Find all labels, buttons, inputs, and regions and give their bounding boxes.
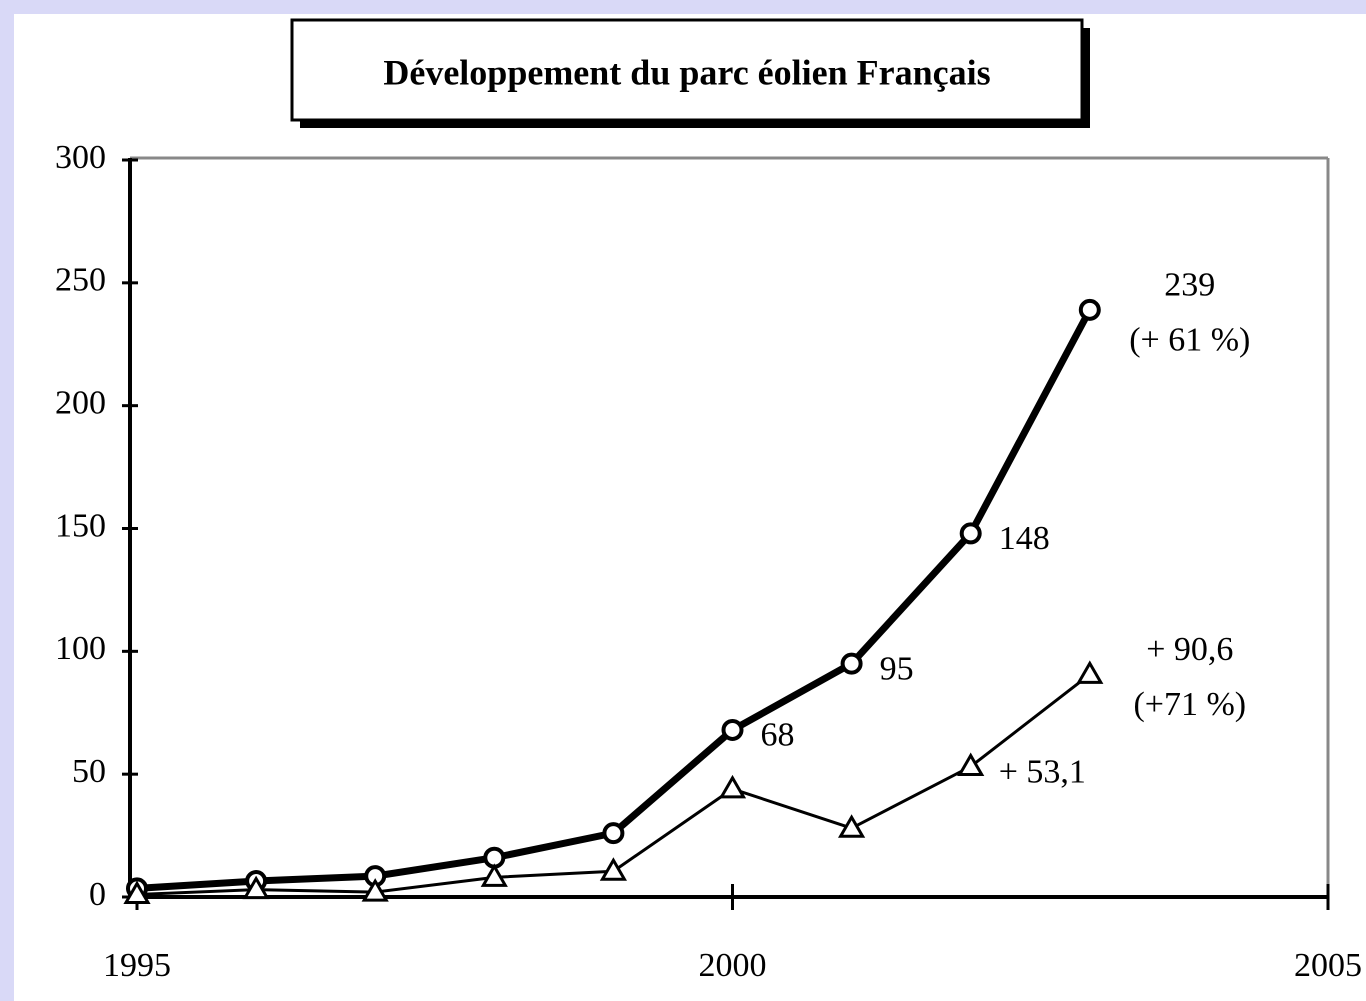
- annotation: (+ 61 %): [1129, 322, 1250, 359]
- marker: [718, 774, 747, 799]
- data-label: 68: [761, 717, 795, 754]
- data-label: + 53,1: [999, 753, 1086, 790]
- marker: [123, 880, 151, 905]
- marker: [361, 878, 389, 902]
- x-tick-label: 1995: [103, 947, 171, 984]
- chart-title: Développement du parc éolien Français: [383, 52, 990, 92]
- marker: [721, 718, 744, 741]
- y-tick-label: 150: [55, 507, 106, 544]
- marker: [242, 875, 270, 900]
- y-tick-label: 100: [55, 630, 106, 667]
- x-tick-label: 2000: [699, 947, 767, 984]
- data-label: 239: [1164, 267, 1215, 304]
- marker: [1076, 660, 1104, 684]
- canvas: [14, 14, 1366, 1001]
- marker: [840, 652, 863, 675]
- marker: [837, 814, 866, 838]
- title-box: [290, 18, 1084, 122]
- marker: [599, 857, 628, 881]
- marker: [959, 522, 982, 545]
- marker: [480, 863, 508, 887]
- data-label: 95: [880, 650, 914, 687]
- marker: [1078, 298, 1101, 321]
- annotation: (+71 %): [1133, 686, 1246, 723]
- marker: [602, 822, 625, 845]
- y-tick-label: 300: [55, 139, 106, 176]
- x-tick-label: 2005: [1294, 947, 1362, 984]
- data-label: + 90,6: [1146, 631, 1233, 668]
- y-tick-label: 0: [89, 876, 106, 913]
- y-tick-label: 200: [55, 384, 106, 421]
- y-tick-label: 250: [55, 262, 106, 299]
- y-tick-label: 50: [72, 753, 106, 790]
- marker: [957, 752, 985, 777]
- data-label: 148: [999, 520, 1050, 557]
